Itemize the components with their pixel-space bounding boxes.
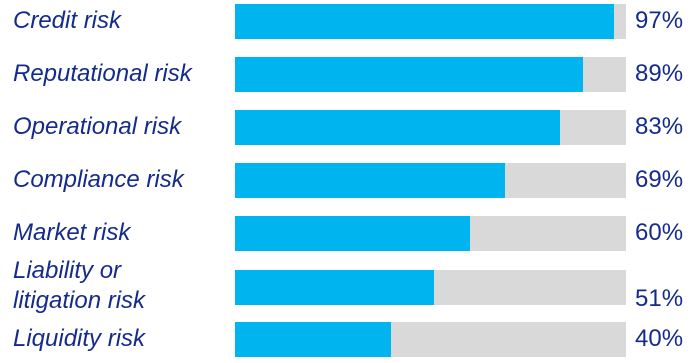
bar-fill [235,4,615,39]
bar-track [235,270,626,305]
bar-track [235,163,626,198]
value-label: 89% [635,60,684,87]
bar-track [235,216,626,251]
value-label: 97% [635,7,684,34]
bar-fill [235,57,583,92]
bar-track [235,322,626,357]
bar-row: Compliance risk 69% [0,163,699,198]
category-label: Compliance risk [13,166,184,193]
bar-track [235,110,626,145]
bar-fill [235,270,435,305]
category-label: Operational risk [13,113,182,140]
bar-track [235,4,626,39]
category-label: Reputational risk [13,60,192,87]
bar-track [235,57,626,92]
category-label: Credit risk [13,7,122,34]
bar-fill [235,110,560,145]
value-label: 40% [635,325,684,352]
value-label: 60% [635,219,684,246]
bar-fill [235,216,470,251]
bar-row: Credit risk 97% [0,4,699,39]
value-label: 51% [635,285,684,312]
bar-fill [235,322,392,357]
category-label: Market risk [13,219,131,246]
value-label: 69% [635,166,684,193]
bar-row: Liquidity risk 40% [0,322,699,357]
value-label: 83% [635,113,684,140]
bar-fill [235,163,505,198]
bar-row: Market risk 60% [0,216,699,251]
category-label: Liability or litigation risk [13,257,146,314]
bar-row: Liability or litigation risk 51% [0,257,699,314]
bar-row: Operational risk 83% [0,110,699,145]
bar-row: Reputational risk 89% [0,57,699,92]
category-label: Liquidity risk [13,325,146,352]
